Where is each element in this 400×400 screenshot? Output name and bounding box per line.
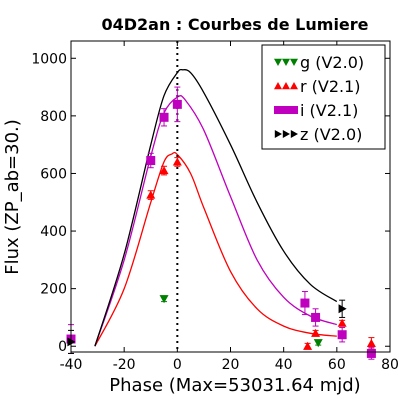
curve-i [94,95,337,347]
point-i [337,330,347,340]
y-tick-label: 1000 [31,51,67,67]
x-axis-ticks: -40 -20 0 20 40 60 80 [60,41,399,373]
point-g [313,339,323,348]
legend-marker-r [274,82,282,90]
y-tick-label: 0 [58,339,67,355]
x-tick-label: -40 [60,357,83,373]
legend-label-r: r (V2.1) [300,77,361,96]
x-tick-label: 20 [222,357,240,373]
point-r [311,328,321,337]
point-i [146,156,156,166]
curve-r [94,151,337,347]
legend-marker-z [290,130,298,138]
legend-marker-g [282,58,290,66]
legend-marker-g [290,58,298,66]
legend: g (V2.0) r (V2.1) i (V2.1) z (V2.0) [261,44,386,150]
x-axis-label: Phase (Max=53031.64 mjd) [109,375,360,396]
legend-marker-z [282,130,290,138]
point-i [159,112,169,122]
x-tick-label: -20 [113,357,136,373]
point-r [159,166,169,175]
y-axis-ticks: 0 200 400 600 800 1000 [31,51,390,355]
legend-marker-r [282,82,290,90]
legend-marker-i [290,106,298,114]
y-tick-label: 800 [40,109,67,125]
legend-marker-r [290,82,298,90]
point-g [159,295,169,304]
point-r [337,318,347,327]
y-axis-label: Flux (ZP_ab=30.) [2,119,23,275]
legend-marker-g [274,58,282,66]
point-i [311,312,321,322]
point-i [366,348,376,358]
point-i [300,298,310,308]
curve-z [94,68,338,347]
x-tick-label: 60 [328,357,346,373]
legend-box [261,44,386,150]
y-tick-label: 200 [40,282,67,298]
x-tick-label: 80 [381,357,399,373]
legend-marker-i [274,106,282,114]
data-points [66,86,376,360]
legend-label-z: z (V2.0) [300,125,362,144]
point-r [366,338,376,347]
point-z [338,304,347,314]
y-tick-label: 600 [40,166,67,182]
point-i [172,99,182,109]
x-tick-label: 40 [275,357,293,373]
chart-title: 04D2an : Courbes de Lumiere [101,15,368,34]
point-r [146,190,156,199]
model-curves [94,68,338,347]
legend-label-g: g (V2.0) [300,53,364,72]
point-r [303,341,313,350]
legend-label-i: i (V2.1) [300,101,358,120]
legend-marker-z [274,130,282,138]
x-tick-label: 0 [173,357,182,373]
legend-marker-i [282,106,290,114]
y-tick-label: 400 [40,224,67,240]
point-r [172,157,182,166]
